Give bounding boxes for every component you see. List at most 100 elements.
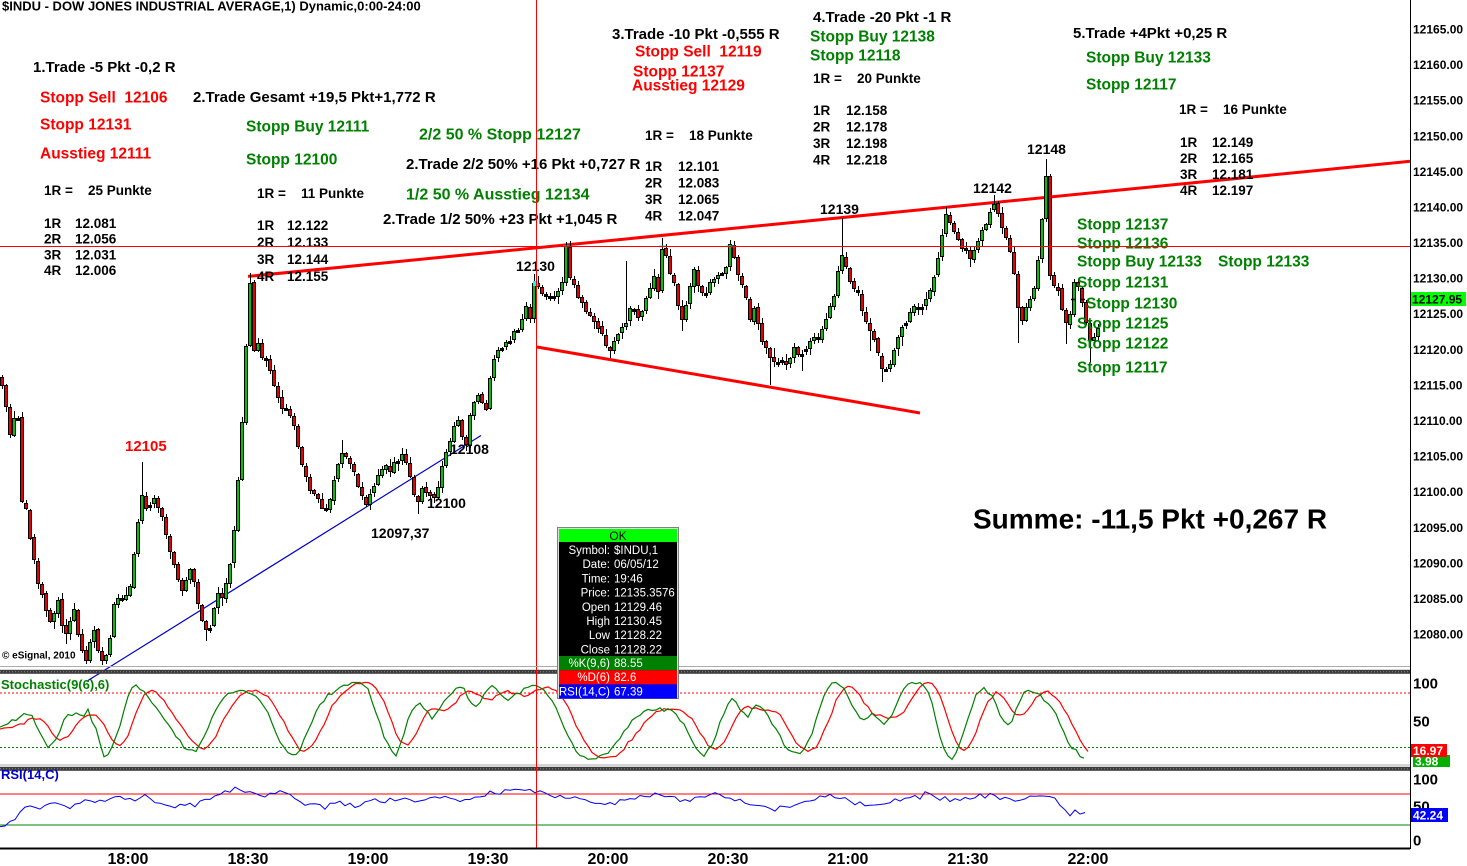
svg-text:19:46: 19:46 bbox=[614, 573, 643, 585]
svg-text:1R =: 1R = bbox=[813, 71, 842, 86]
svg-text:2.Trade Gesamt +19,5 Pkt+1,772: 2.Trade Gesamt +19,5 Pkt+1,772 R bbox=[193, 89, 436, 106]
svg-text:12.181: 12.181 bbox=[1212, 167, 1254, 182]
svg-text:12155.00: 12155.00 bbox=[1413, 94, 1463, 108]
svg-text:12145.00: 12145.00 bbox=[1413, 165, 1463, 179]
svg-text:3R: 3R bbox=[1180, 167, 1198, 182]
svg-text:OK: OK bbox=[609, 529, 626, 543]
svg-text:12130.45: 12130.45 bbox=[614, 616, 662, 628]
svg-text:12165.00: 12165.00 bbox=[1413, 23, 1463, 37]
svg-text:1R: 1R bbox=[645, 159, 663, 174]
svg-text:3R: 3R bbox=[257, 252, 275, 267]
svg-text:3R: 3R bbox=[645, 192, 663, 207]
svg-text:88.55: 88.55 bbox=[614, 658, 643, 670]
svg-text:12105: 12105 bbox=[125, 438, 167, 455]
svg-text:12.218: 12.218 bbox=[846, 152, 888, 167]
svg-text:5.Trade +4Pkt +0,25 R: 5.Trade +4Pkt +0,25 R bbox=[1073, 25, 1227, 42]
svg-text:21:00: 21:00 bbox=[828, 851, 869, 866]
svg-text:12.165: 12.165 bbox=[1212, 151, 1254, 166]
svg-text:3R: 3R bbox=[44, 247, 62, 262]
svg-text:12.101: 12.101 bbox=[678, 159, 720, 174]
svg-text:100: 100 bbox=[1413, 676, 1438, 693]
svg-text:12095.00: 12095.00 bbox=[1413, 521, 1463, 535]
svg-text:© eSignal, 2010: © eSignal, 2010 bbox=[2, 650, 76, 661]
svg-text:2R: 2R bbox=[257, 235, 275, 250]
svg-text:12142: 12142 bbox=[973, 180, 1012, 196]
svg-text:%K(9,6): %K(9,6) bbox=[568, 658, 610, 670]
svg-text:12148: 12148 bbox=[1027, 141, 1066, 157]
svg-text:Stopp 12100: Stopp 12100 bbox=[246, 151, 337, 168]
svg-text:20 Punkte: 20 Punkte bbox=[857, 71, 921, 86]
svg-text:Date:: Date: bbox=[583, 559, 611, 571]
svg-text:21:30: 21:30 bbox=[948, 851, 989, 866]
svg-text:Stopp Sell 12106: Stopp Sell 12106 bbox=[40, 89, 168, 106]
svg-text:16.97: 16.97 bbox=[1413, 744, 1443, 758]
svg-text:2R: 2R bbox=[44, 232, 62, 247]
svg-text:22:00: 22:00 bbox=[1068, 851, 1109, 866]
svg-text:12.083: 12.083 bbox=[678, 175, 720, 190]
svg-text:Stopp Buy 12111: Stopp Buy 12111 bbox=[246, 118, 370, 135]
svg-text:1R: 1R bbox=[1180, 135, 1198, 150]
svg-text:11 Punkte: 11 Punkte bbox=[301, 186, 365, 201]
svg-text:Stopp Buy 12133: Stopp Buy 12133 bbox=[1086, 49, 1211, 66]
svg-text:12.149: 12.149 bbox=[1212, 135, 1253, 150]
svg-text:Ausstieg 12111: Ausstieg 12111 bbox=[40, 145, 152, 162]
svg-text:Stopp 12118: Stopp 12118 bbox=[810, 47, 901, 64]
svg-text:4R: 4R bbox=[645, 208, 663, 223]
svg-text:12135.3576: 12135.3576 bbox=[614, 588, 675, 600]
svg-text:12.155: 12.155 bbox=[287, 269, 329, 284]
svg-text:Stopp 12130: Stopp 12130 bbox=[1086, 295, 1177, 312]
svg-text:12.133: 12.133 bbox=[287, 235, 329, 250]
svg-text:12127.95: 12127.95 bbox=[1412, 293, 1462, 307]
svg-text:12110.00: 12110.00 bbox=[1413, 414, 1463, 428]
svg-text:Stochastic(9(6),6): Stochastic(9(6),6) bbox=[1, 677, 109, 692]
svg-text:$INDU,1: $INDU,1 bbox=[614, 545, 658, 557]
svg-text:Stopp 12117: Stopp 12117 bbox=[1086, 76, 1176, 93]
svg-text:25 Punkte: 25 Punkte bbox=[88, 183, 152, 198]
svg-text:3R: 3R bbox=[813, 136, 831, 151]
svg-text:12125.00: 12125.00 bbox=[1413, 307, 1463, 321]
svg-text:Ausstieg 12129: Ausstieg 12129 bbox=[632, 77, 745, 94]
svg-text:Stopp Sell 12119: Stopp Sell 12119 bbox=[635, 43, 762, 60]
svg-text:12.006: 12.006 bbox=[75, 263, 117, 278]
svg-text:06/05/12: 06/05/12 bbox=[614, 559, 659, 571]
svg-text:12115.00: 12115.00 bbox=[1413, 378, 1463, 392]
svg-text:12.056: 12.056 bbox=[75, 232, 117, 247]
svg-text:12120.00: 12120.00 bbox=[1413, 343, 1463, 357]
svg-text:12.065: 12.065 bbox=[678, 192, 720, 207]
svg-text:Stopp 12122: Stopp 12122 bbox=[1077, 335, 1168, 352]
svg-text:12080.00: 12080.00 bbox=[1413, 628, 1463, 642]
svg-text:Stopp 12133: Stopp 12133 bbox=[1218, 253, 1310, 270]
svg-text:1R: 1R bbox=[44, 216, 62, 231]
svg-text:12.144: 12.144 bbox=[287, 252, 329, 267]
svg-text:18:30: 18:30 bbox=[228, 851, 269, 866]
svg-text:2.Trade 1/2 50% +23 Pkt +1,045: 2.Trade 1/2 50% +23 Pkt +1,045 R bbox=[383, 211, 617, 228]
svg-text:RSI(14,C): RSI(14,C) bbox=[559, 686, 610, 698]
svg-text:12.178: 12.178 bbox=[846, 119, 888, 134]
svg-text:100: 100 bbox=[1413, 772, 1438, 789]
svg-text:Stopp 12125: Stopp 12125 bbox=[1077, 315, 1169, 332]
svg-text:12097,37: 12097,37 bbox=[371, 525, 430, 541]
svg-text:Stopp Buy 12138: Stopp Buy 12138 bbox=[810, 28, 935, 45]
svg-text:12.081: 12.081 bbox=[75, 216, 117, 231]
svg-text:12139: 12139 bbox=[820, 201, 859, 217]
svg-text:%D(6): %D(6) bbox=[577, 672, 610, 684]
svg-text:0: 0 bbox=[1413, 833, 1421, 850]
svg-text:12.122: 12.122 bbox=[287, 218, 328, 233]
svg-text:Time:: Time: bbox=[582, 573, 610, 585]
svg-text:12128.22: 12128.22 bbox=[614, 644, 662, 656]
svg-text:1R =: 1R = bbox=[44, 183, 73, 198]
svg-text:12135.00: 12135.00 bbox=[1413, 236, 1463, 250]
svg-text:12130: 12130 bbox=[516, 258, 555, 274]
svg-text:Stopp 12131: Stopp 12131 bbox=[1077, 274, 1169, 291]
svg-text:Low: Low bbox=[589, 630, 611, 642]
svg-text:High: High bbox=[586, 616, 610, 628]
svg-text:20:00: 20:00 bbox=[588, 851, 629, 866]
svg-text:1R =: 1R = bbox=[257, 186, 286, 201]
svg-text:4.Trade -20 Pkt -1 R: 4.Trade -20 Pkt -1 R bbox=[813, 9, 952, 26]
svg-text:12130.00: 12130.00 bbox=[1413, 272, 1463, 286]
svg-text:Stopp 12131: Stopp 12131 bbox=[40, 116, 132, 133]
svg-text:Summe: -11,5 Pkt +0,267 R: Summe: -11,5 Pkt +0,267 R bbox=[973, 503, 1327, 534]
svg-text:1R: 1R bbox=[257, 218, 275, 233]
svg-text:12150.00: 12150.00 bbox=[1413, 129, 1463, 143]
svg-text:Price:: Price: bbox=[581, 588, 610, 600]
